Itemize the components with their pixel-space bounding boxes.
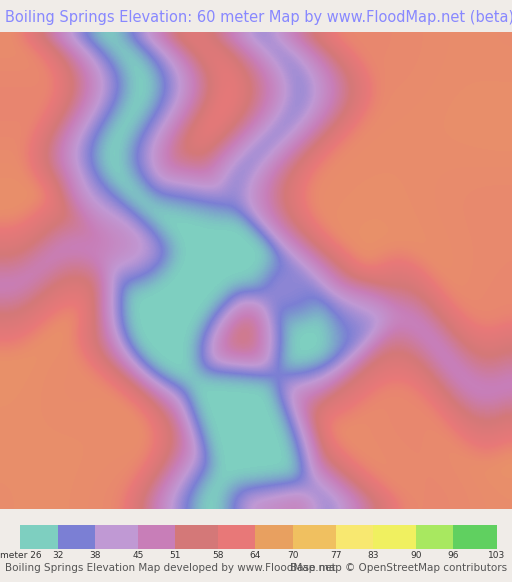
Bar <box>175 525 218 549</box>
Bar <box>95 525 138 549</box>
Text: 32: 32 <box>52 552 63 560</box>
Bar <box>453 525 497 549</box>
Bar <box>292 525 336 549</box>
Bar <box>416 525 453 549</box>
Text: 103: 103 <box>488 552 505 560</box>
Bar <box>336 525 373 549</box>
Text: 38: 38 <box>89 552 100 560</box>
Bar <box>20 525 57 549</box>
Text: 70: 70 <box>287 552 298 560</box>
Bar <box>138 525 175 549</box>
Bar <box>373 525 416 549</box>
Bar <box>57 525 95 549</box>
Text: Boiling Springs Elevation Map developed by www.FloodMap.net: Boiling Springs Elevation Map developed … <box>5 563 336 573</box>
Text: 77: 77 <box>330 552 342 560</box>
Bar <box>218 525 255 549</box>
Text: meter 26: meter 26 <box>0 552 41 560</box>
Text: 58: 58 <box>212 552 224 560</box>
Text: Base map © OpenStreetMap contributors: Base map © OpenStreetMap contributors <box>290 563 507 573</box>
Text: Boiling Springs Elevation: 60 meter Map by www.FloodMap.net (beta): Boiling Springs Elevation: 60 meter Map … <box>5 10 512 25</box>
Text: 64: 64 <box>250 552 261 560</box>
Text: 83: 83 <box>367 552 379 560</box>
Text: 45: 45 <box>132 552 144 560</box>
Text: 90: 90 <box>411 552 422 560</box>
Text: 96: 96 <box>447 552 459 560</box>
Bar <box>255 525 292 549</box>
Text: 51: 51 <box>169 552 181 560</box>
